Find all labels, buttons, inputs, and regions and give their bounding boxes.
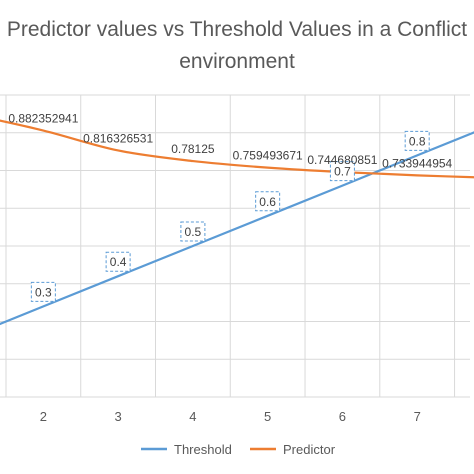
threshold-data-label: 0.5 (185, 225, 202, 239)
predictor-data-label: 0.744680851 (307, 153, 377, 167)
predictor-data-label: 0.882352941 (8, 112, 78, 126)
threshold-data-label: 0.4 (110, 255, 127, 269)
data-label-box (30, 281, 56, 302)
predictor-data-label: 0.78125 (171, 142, 215, 156)
threshold-data-label: 0.7 (334, 165, 351, 179)
x-tick-label: 3 (115, 409, 122, 424)
gridlines (0, 94, 470, 398)
x-axis-ticks: 2 3 4 5 6 7 (40, 409, 421, 424)
legend-label-predictor: Predictor (283, 442, 336, 457)
chart-title-line1: Predictor values vs Threshold Values in … (7, 18, 467, 41)
legend: Threshold Predictor (141, 442, 336, 457)
x-tick-label: 2 (40, 409, 47, 424)
threshold-data-label: 0.8 (409, 134, 426, 148)
series-line-predictor (0, 119, 474, 179)
legend-label-threshold: Threshold (174, 442, 232, 457)
data-label-box (255, 191, 281, 212)
threshold-data-label: 0.6 (259, 195, 276, 209)
x-tick-label: 6 (339, 409, 346, 424)
chart-title-line2: environment (179, 50, 295, 73)
predictor-data-label: 0.759493671 (233, 149, 303, 163)
data-label-box (329, 161, 355, 182)
x-tick-label: 5 (264, 409, 271, 424)
threshold-data-label: 0.3 (35, 285, 52, 299)
data-label-box (404, 130, 430, 151)
data-label-box (105, 251, 131, 272)
predictor-data-label: 0.733944954 (382, 156, 452, 170)
data-label-box (180, 221, 206, 242)
predictor-data-label: 0.816326531 (83, 131, 153, 145)
x-tick-label: 7 (414, 409, 421, 424)
data-labels: 0.30.40.50.60.70.85790.8823529410.816326… (8, 112, 453, 302)
x-tick-label: 4 (189, 409, 196, 424)
